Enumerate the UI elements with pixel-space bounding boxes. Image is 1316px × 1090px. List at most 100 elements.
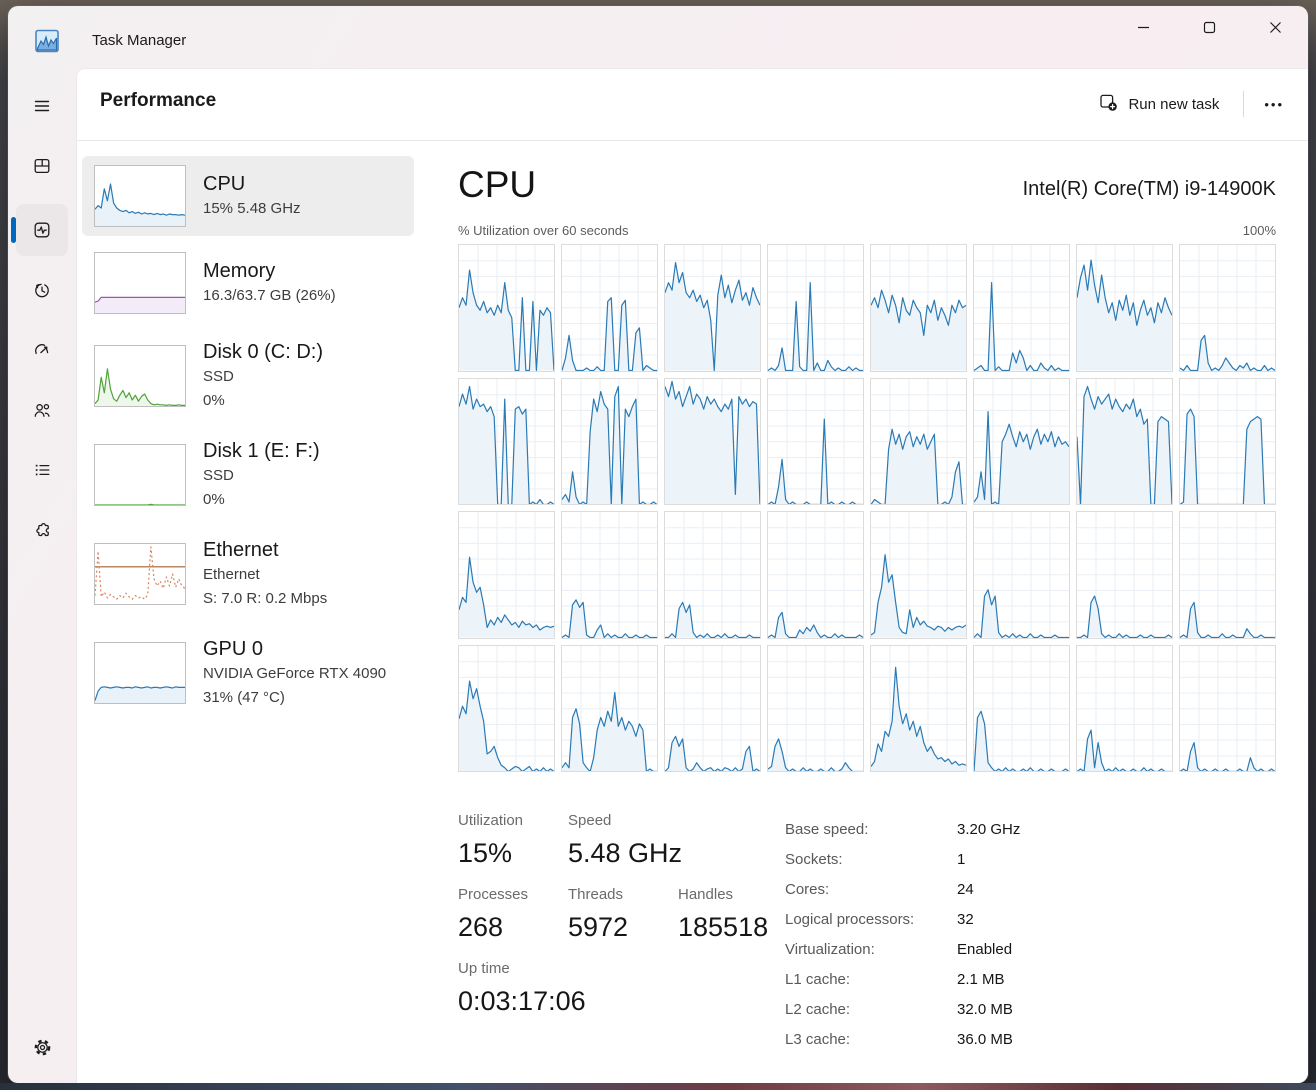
- perf-item-subtext: 31% (47 °C): [203, 689, 285, 706]
- details-icon: [32, 460, 52, 480]
- perf-item-disk-1[interactable]: Disk 1 (E: F:) SSD 0%: [82, 429, 414, 521]
- settings-icon: [32, 1037, 53, 1058]
- core-graph-30: [1076, 644, 1173, 772]
- detail-l3-cache: L3 cache: 36.0 MB: [785, 1031, 1013, 1048]
- gpu-0-thumbnail-chart: [94, 642, 186, 704]
- more-options-button[interactable]: •••: [1254, 89, 1294, 120]
- content-header: Performance Run new task •••: [76, 68, 1308, 141]
- core-graph-5: [973, 244, 1070, 372]
- detail-l1-cache: L1 cache: 2.1 MB: [785, 971, 1005, 988]
- window-controls: [1110, 6, 1308, 48]
- cpu-panel-title: CPU: [458, 164, 537, 205]
- core-graph-6: [1076, 244, 1173, 372]
- core-graph-31: [1179, 644, 1276, 772]
- perf-item-subtext: 0%: [203, 392, 225, 409]
- core-graph-7: [1179, 244, 1276, 372]
- detail-base-speed: Base speed: 3.20 GHz: [785, 821, 1021, 838]
- core-graph-12: [870, 377, 967, 505]
- menu-icon: [32, 96, 52, 116]
- cpu-details: Base speed: 3.20 GHz Sockets: 1 Cores: 24 Logi…: [785, 812, 1276, 1055]
- core-graph-0: [458, 244, 555, 372]
- core-graph-8: [458, 377, 555, 505]
- stat-up-time: Up time 0:03:17:06: [458, 960, 586, 1016]
- disk-1-thumbnail-chart: [94, 444, 186, 506]
- close-button[interactable]: [1242, 6, 1308, 48]
- minimize-button[interactable]: [1110, 6, 1176, 48]
- services-icon: [32, 520, 52, 540]
- detail-virtualization: Virtualization: Enabled: [785, 941, 1013, 958]
- sidebar-item-performance[interactable]: [11, 204, 68, 256]
- sidebar-item-users[interactable]: [20, 388, 64, 432]
- perf-item-subtext: SSD: [203, 467, 234, 484]
- perf-item-title: Disk 1 (E: F:): [203, 440, 320, 462]
- core-graph-28: [870, 644, 967, 772]
- sidebar-item-app-history[interactable]: [20, 268, 64, 312]
- memory-thumbnail-chart: [94, 252, 186, 314]
- sidebar-item-details[interactable]: [20, 448, 64, 492]
- processes-icon: [32, 156, 52, 176]
- core-graph-16: [458, 511, 555, 639]
- performance-list: CPU 15% 5.48 GHz Memory 16.3/63.7 GB (26%) D…: [82, 156, 414, 1083]
- core-graph-21: [973, 511, 1070, 639]
- cpu-thumbnail-chart: [94, 165, 186, 227]
- detail-cores: Cores: 24: [785, 881, 974, 898]
- perf-item-gpu-0[interactable]: GPU 0 NVIDIA GeForce RTX 4090 31% (47 °C): [82, 627, 414, 719]
- perf-item-ethernet[interactable]: Ethernet Ethernet S: 7.0 R: 0.2 Mbps: [82, 528, 414, 620]
- menu-button[interactable]: [20, 84, 64, 128]
- core-graph-19: [767, 511, 864, 639]
- detail-sockets: Sockets: 1: [785, 851, 966, 868]
- perf-item-memory[interactable]: Memory 16.3/63.7 GB (26%): [82, 243, 414, 323]
- core-graph-20: [870, 511, 967, 639]
- run-new-task-label: Run new task: [1128, 95, 1220, 113]
- core-grid: [458, 244, 1276, 772]
- core-graph-25: [561, 644, 658, 772]
- perf-item-title: Memory: [203, 260, 276, 282]
- graph-axis-label: % Utilization over 60 seconds: [458, 223, 629, 238]
- sidebar: [8, 68, 76, 1083]
- core-graph-17: [561, 511, 658, 639]
- task-manager-window: Task Manager: [8, 6, 1308, 1083]
- more-options-icon: •••: [1264, 96, 1284, 112]
- perf-item-subtext: 0%: [203, 491, 225, 508]
- sidebar-item-startup-apps[interactable]: [20, 328, 64, 372]
- core-graph-23: [1179, 511, 1276, 639]
- stat-threads: Threads 5972: [568, 886, 629, 942]
- core-graph-27: [767, 644, 864, 772]
- startup-apps-icon: [32, 340, 52, 360]
- perf-item-title: Ethernet: [203, 539, 279, 561]
- run-new-task-button[interactable]: Run new task: [1085, 85, 1233, 124]
- perf-item-subtext: SSD: [203, 368, 234, 385]
- disk-0-thumbnail-chart: [94, 345, 186, 407]
- perf-item-disk-0[interactable]: Disk 0 (C: D:) SSD 0%: [82, 330, 414, 422]
- ethernet-thumbnail-chart: [94, 543, 186, 605]
- sidebar-item-processes[interactable]: [20, 144, 64, 188]
- core-graph-14: [1076, 377, 1173, 505]
- maximize-button[interactable]: [1176, 6, 1242, 48]
- stat-handles: Handles 185518: [678, 886, 769, 942]
- core-graph-2: [664, 244, 761, 372]
- core-graph-29: [973, 644, 1070, 772]
- detail-logical-processors: Logical processors: 32: [785, 911, 974, 928]
- perf-item-title: CPU: [203, 173, 246, 195]
- settings-button[interactable]: [20, 1025, 64, 1069]
- header-divider: [1243, 91, 1245, 117]
- performance-icon: [32, 220, 52, 240]
- users-icon: [32, 400, 52, 420]
- stat-processes: Processes 268: [458, 886, 529, 942]
- perf-item-subtext: S: 7.0 R: 0.2 Mbps: [203, 590, 328, 607]
- page-title: Performance: [100, 90, 217, 111]
- stat-utilization: Utilization 15%: [458, 812, 524, 868]
- core-graph-4: [870, 244, 967, 372]
- content-panel: Performance Run new task ••• CPU 15% 5.48: [76, 68, 1308, 1083]
- sidebar-item-services[interactable]: [20, 508, 64, 552]
- core-graph-3: [767, 244, 864, 372]
- perf-item-title: GPU 0: [203, 638, 264, 660]
- perf-item-title: Disk 0 (C: D:): [203, 341, 323, 363]
- titlebar[interactable]: Task Manager: [8, 6, 1308, 68]
- stat-speed: Speed 5.48 GHz: [568, 812, 683, 868]
- core-graph-1: [561, 244, 658, 372]
- core-graph-13: [973, 377, 1070, 505]
- app-history-icon: [32, 280, 52, 300]
- perf-item-cpu[interactable]: CPU 15% 5.48 GHz: [82, 156, 414, 236]
